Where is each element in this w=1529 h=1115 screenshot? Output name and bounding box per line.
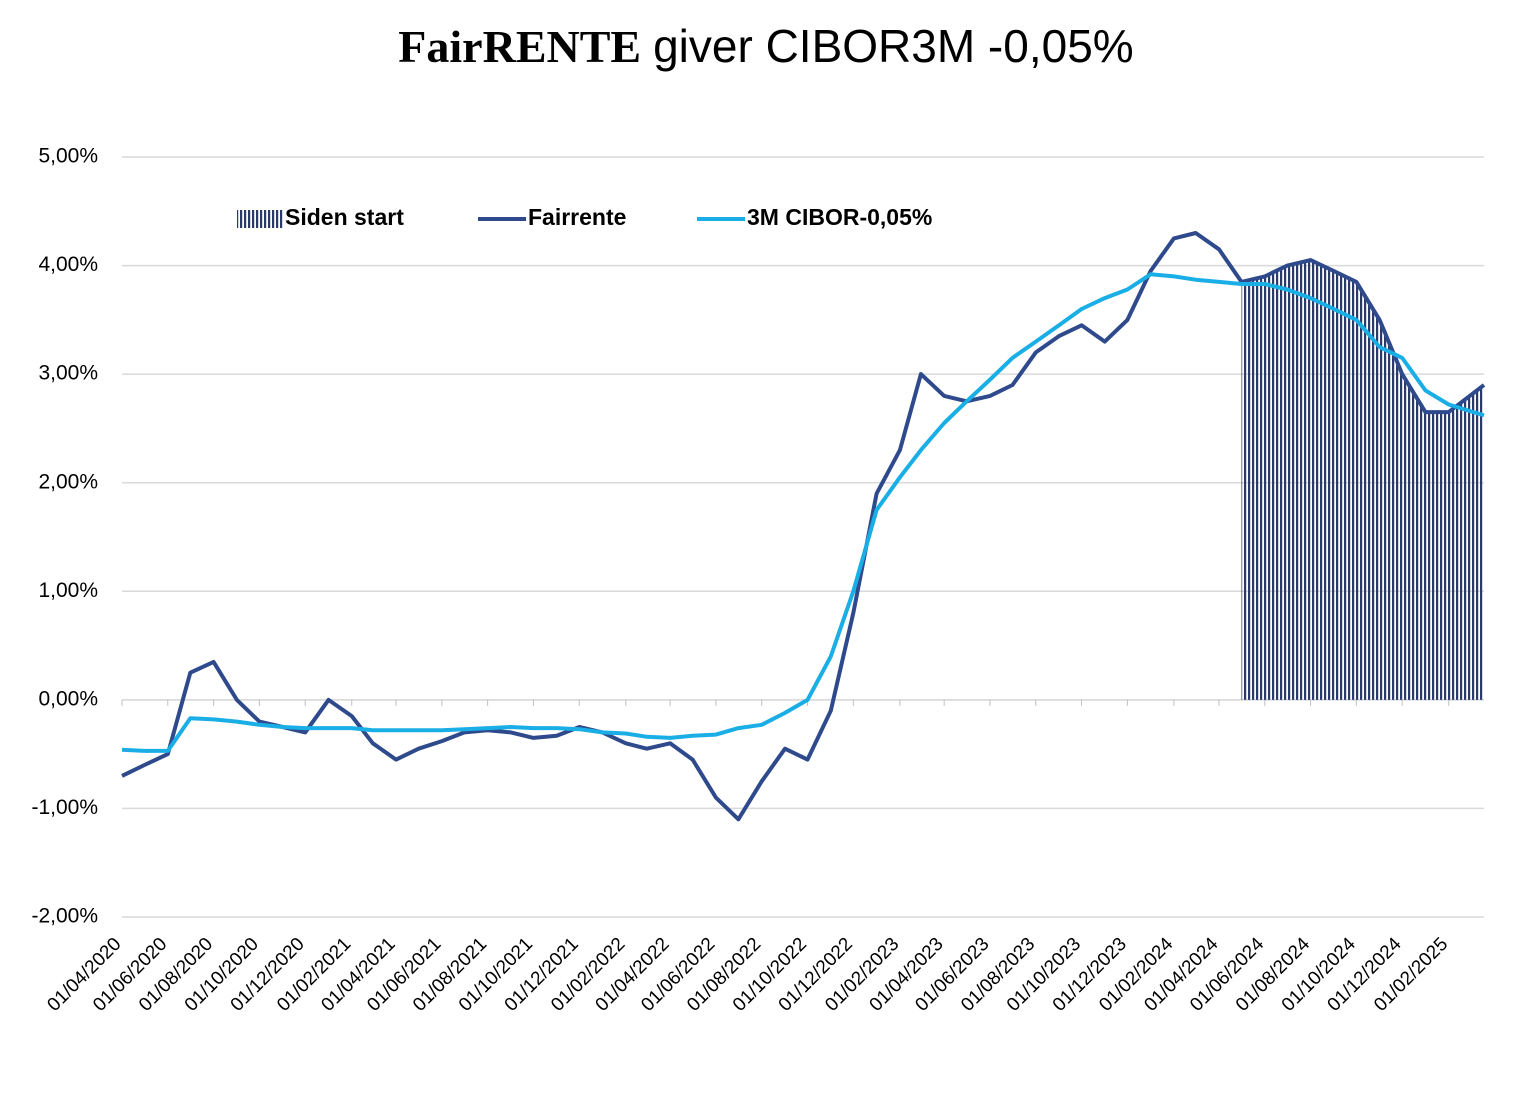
legend-item: Fairrente (478, 204, 626, 230)
area (1241, 260, 1484, 700)
title-text: giver CIBOR3M -0,05% (653, 20, 1134, 72)
y-tick-label: 4,00% (38, 253, 98, 276)
legend-label: 3M CIBOR-0,05% (747, 204, 932, 230)
line (121, 231, 1486, 822)
y-tick-label: -2,00% (31, 905, 98, 928)
legend-label: Fairrente (528, 204, 626, 230)
y-tick-label: 1,00% (38, 579, 98, 602)
chart-title: FairRENTE giver CIBOR3M -0,05% (398, 20, 1133, 72)
y-tick-label: 3,00% (38, 362, 98, 385)
y-tick-label: 5,00% (38, 145, 98, 168)
line (121, 272, 1485, 753)
legend-item: 3M CIBOR-0,05% (697, 204, 932, 230)
y-tick-label: 2,00% (38, 470, 98, 493)
legend-swatch (237, 210, 283, 228)
y-tick-label: 0,00% (38, 687, 98, 710)
title-brand: FairRENTE (398, 21, 641, 72)
legend-item: Siden start (237, 204, 404, 230)
legend-label: Siden start (285, 204, 404, 230)
y-tick-label: -1,00% (31, 796, 98, 819)
